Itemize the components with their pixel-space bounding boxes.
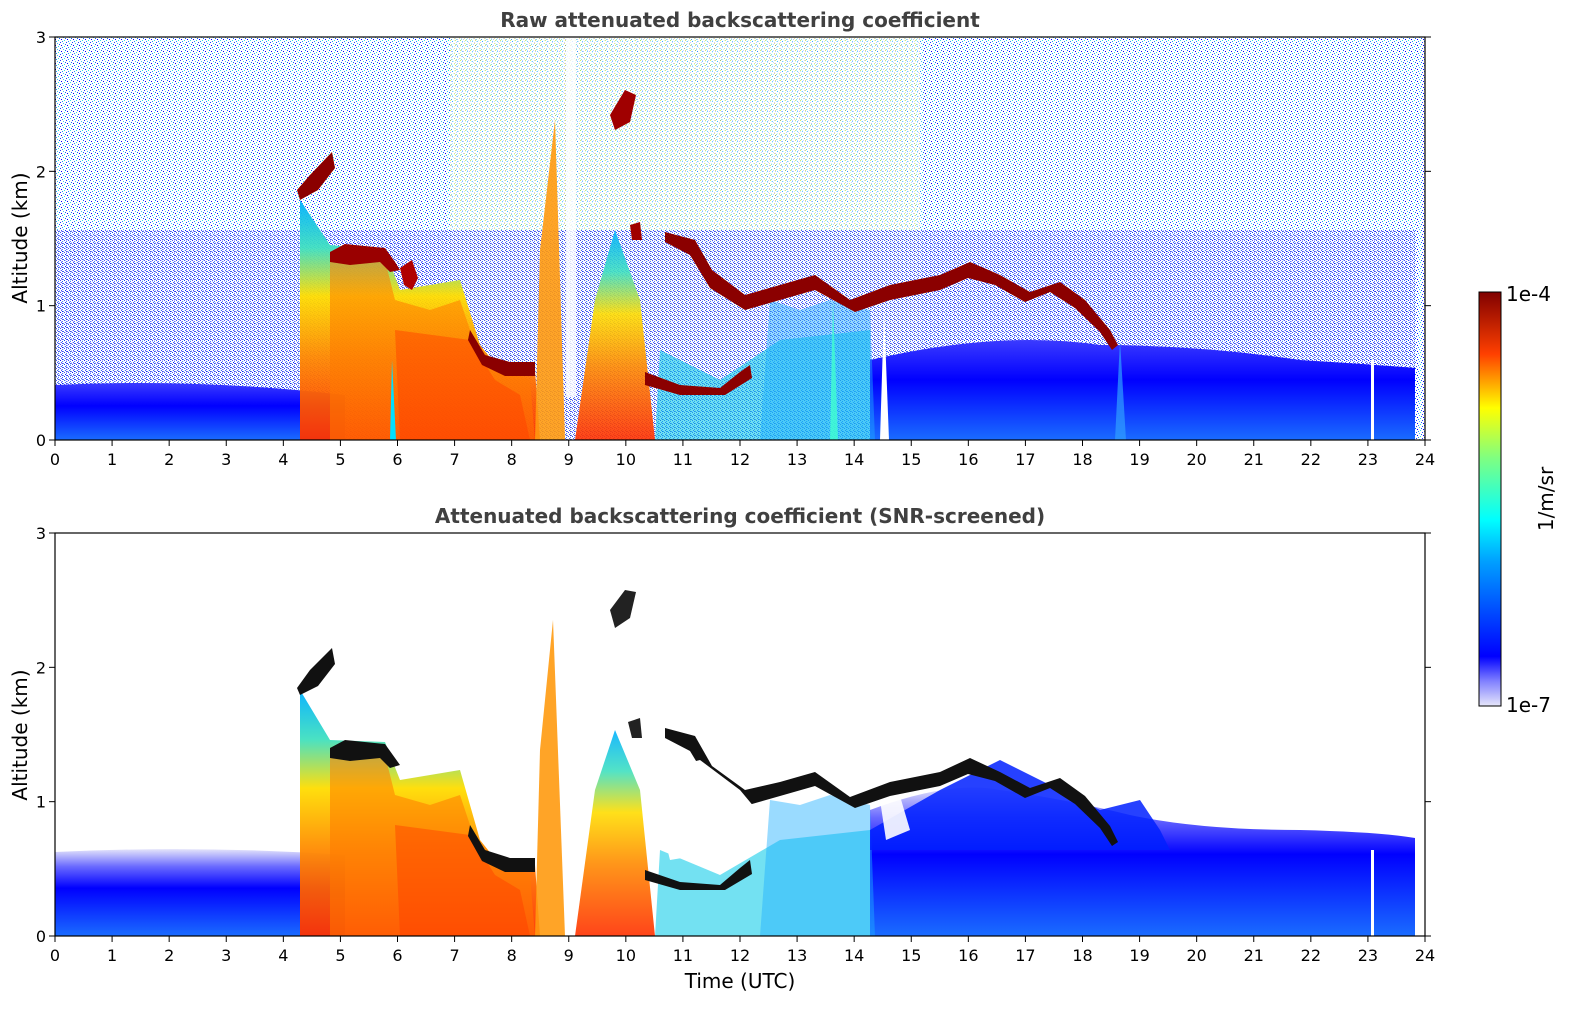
x-tick-label: 11: [673, 450, 693, 469]
x-tick-label: 5: [335, 450, 345, 469]
x-tick-label: 19: [1129, 450, 1149, 469]
x-tick-label: 12: [730, 450, 750, 469]
x-tick-label: 22: [1301, 450, 1321, 469]
x-tick-label: 3: [221, 946, 231, 965]
x-tick-label: 8: [507, 450, 517, 469]
y-tick-label: 2: [36, 162, 46, 181]
x-tick-label: 14: [844, 450, 864, 469]
colorbar: 1e-4 1e-7 1/m/sr: [1478, 282, 1558, 717]
top-y-axis: 0 1 2 3: [36, 28, 1431, 450]
x-tick-label: 23: [1358, 450, 1378, 469]
bottom-x-axis: 0 1 2 3 4 5 6 7 8 9 10 11 12 13 14 15 16 17 18 19 20 21 22 23 24: [50, 936, 1435, 965]
x-tick-label: 23: [1358, 946, 1378, 965]
x-tick-label: 18: [1072, 946, 1092, 965]
x-tick-label: 7: [449, 946, 459, 965]
x-tick-label: 8: [507, 946, 517, 965]
x-tick-label: 16: [958, 450, 978, 469]
colorbar-gradient: [1478, 291, 1502, 707]
x-tick-label: 21: [1244, 946, 1264, 965]
x-tick-label: 20: [1186, 450, 1206, 469]
y-tick-label: 0: [36, 431, 46, 450]
x-tick-label: 7: [449, 450, 459, 469]
x-axis-label: Time (UTC): [684, 969, 796, 993]
bottom-y-axis-label: Altitude (km): [8, 669, 32, 800]
x-tick-label: 5: [335, 946, 345, 965]
x-tick-label: 11: [673, 946, 693, 965]
x-tick-label: 22: [1301, 946, 1321, 965]
x-tick-label: 1: [107, 450, 117, 469]
x-tick-label: 13: [787, 946, 807, 965]
y-tick-label: 3: [36, 524, 46, 543]
x-tick-label: 15: [901, 946, 921, 965]
x-tick-label: 3: [221, 450, 231, 469]
top-x-axis: 0 1 2 3 4 5 6 7 8 9 10 11 12 13 14 15 16 17 18 19 20 21 22 23 24: [50, 440, 1435, 469]
x-tick-label: 6: [392, 946, 402, 965]
bottom-panel: Attenuated backscattering coefficient (S…: [8, 504, 1435, 993]
x-tick-label: 9: [564, 946, 574, 965]
top-panel: Raw attenuated backscattering coefficien…: [8, 8, 1435, 469]
bottom-y-axis: 0 1 2 3: [36, 524, 1431, 946]
y-tick-label: 1: [36, 297, 46, 316]
x-tick-label: 14: [844, 946, 864, 965]
colorbar-min-label: 1e-7: [1506, 693, 1551, 717]
x-tick-label: 24: [1415, 450, 1435, 469]
x-tick-label: 0: [50, 946, 60, 965]
y-tick-label: 1: [36, 793, 46, 812]
x-tick-label: 16: [958, 946, 978, 965]
x-tick-label: 15: [901, 450, 921, 469]
bottom-heatmap: [55, 533, 1425, 936]
x-tick-label: 10: [616, 946, 636, 965]
x-tick-label: 4: [278, 450, 288, 469]
x-tick-label: 20: [1186, 946, 1206, 965]
top-panel-title: Raw attenuated backscattering coefficien…: [500, 8, 980, 32]
y-tick-label: 2: [36, 658, 46, 677]
colorbar-max-label: 1e-4: [1506, 282, 1551, 306]
x-tick-label: 1: [107, 946, 117, 965]
y-tick-label: 0: [36, 927, 46, 946]
x-tick-label: 17: [1015, 946, 1035, 965]
x-tick-label: 13: [787, 450, 807, 469]
x-tick-label: 9: [564, 450, 574, 469]
x-tick-label: 18: [1072, 450, 1092, 469]
x-tick-label: 24: [1415, 946, 1435, 965]
top-heatmap: [55, 37, 1425, 440]
x-tick-label: 12: [730, 946, 750, 965]
x-tick-label: 19: [1129, 946, 1149, 965]
x-tick-label: 10: [616, 450, 636, 469]
y-tick-label: 3: [36, 28, 46, 47]
x-tick-label: 0: [50, 450, 60, 469]
x-tick-label: 21: [1244, 450, 1264, 469]
top-y-axis-label: Altitude (km): [8, 172, 32, 303]
x-tick-label: 17: [1015, 450, 1035, 469]
x-tick-label: 2: [164, 450, 174, 469]
x-tick-label: 4: [278, 946, 288, 965]
colorbar-unit-label: 1/m/sr: [1534, 466, 1558, 531]
x-tick-label: 6: [392, 450, 402, 469]
x-tick-label: 2: [164, 946, 174, 965]
bottom-panel-title: Attenuated backscattering coefficient (S…: [435, 504, 1045, 528]
